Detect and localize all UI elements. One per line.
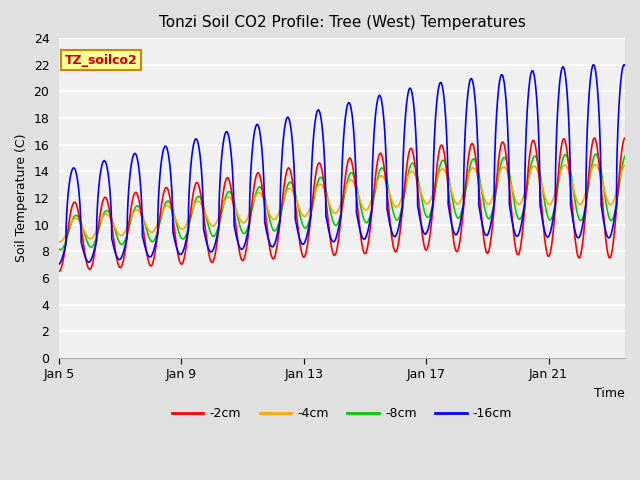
-2cm: [591, 135, 598, 141]
-4cm: [56, 239, 63, 245]
-2cm: [536, 184, 544, 190]
Line: -2cm: -2cm: [59, 138, 625, 271]
-16cm: [260, 173, 268, 179]
-4cm: [536, 176, 544, 181]
-4cm: [70, 216, 77, 222]
-4cm: [260, 196, 268, 202]
-16cm: [621, 63, 628, 69]
-2cm: [420, 241, 428, 247]
Text: TZ_soilco2: TZ_soilco2: [65, 54, 138, 67]
-2cm: [70, 200, 77, 206]
Line: -16cm: -16cm: [59, 65, 625, 264]
-8cm: [420, 206, 428, 212]
-16cm: [589, 62, 597, 68]
Line: -4cm: -4cm: [59, 165, 625, 242]
-4cm: [600, 187, 608, 192]
-4cm: [591, 162, 599, 168]
-16cm: [536, 202, 544, 207]
X-axis label: Time: Time: [595, 387, 625, 400]
-8cm: [55, 246, 63, 252]
-2cm: [621, 135, 628, 141]
Legend: -2cm, -4cm, -8cm, -16cm: -2cm, -4cm, -8cm, -16cm: [167, 402, 517, 425]
Y-axis label: Soil Temperature (C): Soil Temperature (C): [15, 134, 28, 262]
Title: Tonzi Soil CO2 Profile: Tree (West) Temperatures: Tonzi Soil CO2 Profile: Tree (West) Temp…: [159, 15, 525, 30]
-2cm: [600, 219, 608, 225]
-8cm: [352, 179, 360, 185]
-16cm: [70, 165, 77, 171]
-16cm: [600, 220, 608, 226]
-2cm: [55, 268, 63, 274]
-8cm: [600, 189, 608, 194]
-8cm: [592, 151, 600, 157]
-16cm: [55, 261, 63, 267]
-8cm: [70, 215, 77, 221]
-2cm: [352, 185, 360, 191]
Line: -8cm: -8cm: [59, 154, 625, 250]
-8cm: [536, 170, 544, 176]
-4cm: [352, 184, 360, 190]
-8cm: [260, 192, 268, 197]
-4cm: [55, 239, 63, 245]
-16cm: [420, 230, 428, 236]
-8cm: [57, 247, 65, 252]
-4cm: [420, 198, 428, 204]
-8cm: [621, 153, 628, 159]
-4cm: [621, 162, 628, 168]
-16cm: [352, 161, 360, 167]
-2cm: [260, 195, 268, 201]
